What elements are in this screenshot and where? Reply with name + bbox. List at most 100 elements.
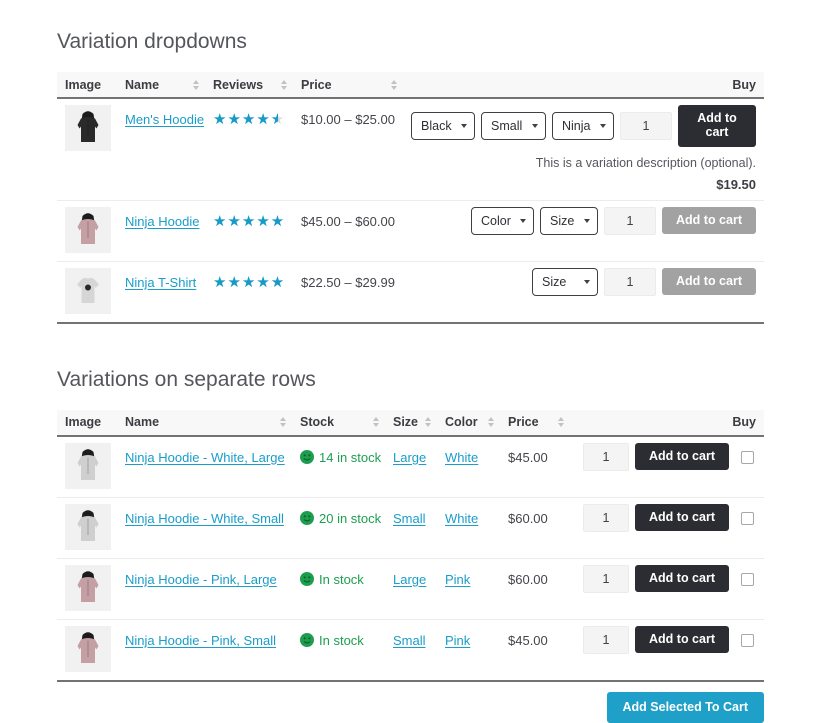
- add-selected-to-cart-button[interactable]: Add Selected To Cart: [607, 692, 764, 723]
- color-link[interactable]: Pink: [445, 572, 470, 587]
- quantity-input[interactable]: [604, 268, 656, 296]
- table-row: Ninja Hoodie - Pink, Small In stock Smal…: [57, 619, 764, 680]
- header-buy: Buy: [411, 78, 756, 92]
- header-name[interactable]: Name: [125, 415, 300, 429]
- logo-select[interactable]: Ninja: [552, 112, 614, 140]
- table-row: Ninja T-Shirt ★★★★★★★★★★ $22.50 – $29.99…: [57, 261, 764, 322]
- price: $45.00: [508, 633, 548, 648]
- header-image: Image: [65, 415, 125, 429]
- product-image-white-hoodie[interactable]: [65, 443, 111, 489]
- price: $60.00: [508, 511, 548, 526]
- product-image-tshirt[interactable]: [65, 268, 111, 314]
- size-link[interactable]: Large: [393, 572, 426, 587]
- color-link[interactable]: Pink: [445, 633, 470, 648]
- color-select[interactable]: Color: [471, 207, 534, 235]
- variation-price: $19.50: [716, 177, 756, 192]
- size-link[interactable]: Large: [393, 450, 426, 465]
- add-to-cart-button[interactable]: Add to cart: [678, 105, 756, 147]
- product-image-pink-hoodie[interactable]: [65, 207, 111, 253]
- sort-icon: [488, 417, 494, 427]
- product-name-link[interactable]: Ninja T-Shirt: [125, 275, 196, 290]
- header-color[interactable]: Color: [445, 415, 508, 429]
- size-select-wrap: Small: [481, 112, 546, 140]
- quantity-input[interactable]: [583, 443, 629, 471]
- table-header-row: Image Name Reviews Price Buy: [57, 72, 764, 99]
- sort-icon: [391, 80, 397, 90]
- add-to-cart-button[interactable]: Add to cart: [635, 565, 729, 593]
- product-name-link[interactable]: Ninja Hoodie: [125, 214, 199, 229]
- product-image-black-hoodie[interactable]: [65, 105, 111, 151]
- product-name-link[interactable]: Ninja Hoodie - Pink, Large: [125, 572, 277, 587]
- price-range: $10.00 – $25.00: [301, 112, 395, 127]
- add-to-cart-button[interactable]: Add to cart: [635, 504, 729, 532]
- product-image-white-hoodie[interactable]: [65, 504, 111, 550]
- table-footer: Add Selected To Cart: [57, 692, 764, 723]
- size-select[interactable]: Small: [481, 112, 546, 140]
- product-image-pink-hoodie[interactable]: [65, 626, 111, 672]
- table-row: Men's Hoodie ★★★★★★★★★★ $10.00 – $25.00 …: [57, 99, 764, 200]
- quantity-input[interactable]: [583, 565, 629, 593]
- star-rating: ★★★★★★★★★★: [213, 214, 285, 229]
- add-to-cart-button-disabled[interactable]: Add to cart: [662, 207, 756, 235]
- table-row: Ninja Hoodie ★★★★★★★★★★ $45.00 – $60.00 …: [57, 200, 764, 261]
- product-name-link[interactable]: Ninja Hoodie - Pink, Small: [125, 633, 276, 648]
- size-select-wrap: Size: [532, 268, 598, 296]
- add-to-cart-button[interactable]: Add to cart: [635, 626, 729, 654]
- select-item-checkbox[interactable]: [741, 451, 754, 464]
- header-reviews[interactable]: Reviews: [213, 78, 301, 92]
- add-to-cart-button[interactable]: Add to cart: [635, 443, 729, 471]
- product-name-link[interactable]: Ninja Hoodie - White, Large: [125, 450, 285, 465]
- smiley-in-stock-icon: [300, 572, 314, 586]
- sort-icon: [558, 417, 564, 427]
- product-name-link[interactable]: Men's Hoodie: [125, 112, 204, 127]
- variation-description: This is a variation description (optiona…: [536, 156, 756, 170]
- header-stock[interactable]: Stock: [300, 415, 393, 429]
- stock-status: 14 in stock: [300, 443, 393, 465]
- sort-icon: [373, 417, 379, 427]
- stock-status: In stock: [300, 626, 393, 648]
- quantity-input[interactable]: [583, 626, 629, 654]
- logo-select-wrap: Ninja: [552, 112, 614, 140]
- header-image: Image: [65, 78, 125, 92]
- sort-icon: [280, 417, 286, 427]
- price-range: $45.00 – $60.00: [301, 214, 395, 229]
- star-rating: ★★★★★★★★★★: [213, 112, 285, 127]
- size-link[interactable]: Small: [393, 633, 426, 648]
- header-size[interactable]: Size: [393, 415, 445, 429]
- color-link[interactable]: White: [445, 450, 478, 465]
- stock-status: In stock: [300, 565, 393, 587]
- sort-icon: [425, 417, 431, 427]
- select-item-checkbox[interactable]: [741, 573, 754, 586]
- section-title-variation-dropdowns: Variation dropdowns: [57, 30, 764, 54]
- header-price[interactable]: Price: [508, 415, 578, 429]
- product-name-link[interactable]: Ninja Hoodie - White, Small: [125, 511, 284, 526]
- quantity-input[interactable]: [604, 207, 656, 235]
- quantity-input[interactable]: [583, 504, 629, 532]
- price-range: $22.50 – $29.99: [301, 275, 395, 290]
- smiley-in-stock-icon: [300, 450, 314, 464]
- star-rating: ★★★★★★★★★★: [213, 275, 285, 290]
- select-item-checkbox[interactable]: [741, 512, 754, 525]
- size-select[interactable]: Size: [540, 207, 598, 235]
- sort-icon: [281, 80, 287, 90]
- price: $45.00: [508, 450, 548, 465]
- table-row: Ninja Hoodie - White, Small 20 in stock …: [57, 497, 764, 558]
- color-select-wrap: Color: [471, 207, 534, 235]
- add-to-cart-button-disabled[interactable]: Add to cart: [662, 268, 756, 296]
- quantity-input[interactable]: [620, 112, 672, 140]
- smiley-in-stock-icon: [300, 633, 314, 647]
- size-select-wrap: Size: [540, 207, 598, 235]
- product-image-pink-hoodie[interactable]: [65, 565, 111, 611]
- section-title-variations-separate-rows: Variations on separate rows: [57, 368, 764, 392]
- table-row: Ninja Hoodie - Pink, Large In stock Larg…: [57, 558, 764, 619]
- select-item-checkbox[interactable]: [741, 634, 754, 647]
- header-price[interactable]: Price: [301, 78, 411, 92]
- header-buy: Buy: [578, 415, 756, 429]
- size-select[interactable]: Size: [532, 268, 598, 296]
- header-name[interactable]: Name: [125, 78, 213, 92]
- size-link[interactable]: Small: [393, 511, 426, 526]
- color-select[interactable]: Black: [411, 112, 475, 140]
- color-link[interactable]: White: [445, 511, 478, 526]
- variations-separate-rows-table: Image Name Stock Size Color Price Buy Ni…: [57, 410, 764, 682]
